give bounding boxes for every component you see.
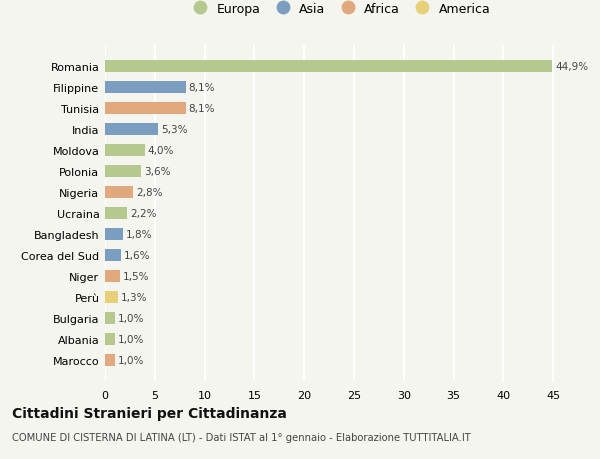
Bar xyxy=(105,354,115,366)
Text: 44,9%: 44,9% xyxy=(555,62,588,72)
Bar xyxy=(105,207,127,219)
Text: 8,1%: 8,1% xyxy=(188,104,215,114)
Text: 8,1%: 8,1% xyxy=(188,83,215,93)
Text: 3,6%: 3,6% xyxy=(144,167,170,177)
Text: COMUNE DI CISTERNA DI LATINA (LT) - Dati ISTAT al 1° gennaio - Elaborazione TUTT: COMUNE DI CISTERNA DI LATINA (LT) - Dati… xyxy=(12,432,471,442)
Text: 1,8%: 1,8% xyxy=(126,230,152,239)
Bar xyxy=(105,229,123,240)
Legend: Europa, Asia, Africa, America: Europa, Asia, Africa, America xyxy=(185,0,493,18)
Text: 1,5%: 1,5% xyxy=(123,271,149,281)
Text: 4,0%: 4,0% xyxy=(148,146,174,156)
Text: 1,0%: 1,0% xyxy=(118,313,145,323)
Bar xyxy=(105,82,185,94)
Text: 1,3%: 1,3% xyxy=(121,292,148,302)
Bar xyxy=(105,61,552,73)
Text: 2,2%: 2,2% xyxy=(130,208,157,218)
Text: 5,3%: 5,3% xyxy=(161,125,187,134)
Bar xyxy=(105,250,121,261)
Bar xyxy=(105,270,120,282)
Bar xyxy=(105,313,115,324)
Bar xyxy=(105,145,145,157)
Bar xyxy=(105,333,115,345)
Text: Cittadini Stranieri per Cittadinanza: Cittadini Stranieri per Cittadinanza xyxy=(12,406,287,420)
Bar xyxy=(105,124,158,135)
Bar xyxy=(105,187,133,198)
Bar xyxy=(105,166,141,177)
Text: 1,0%: 1,0% xyxy=(118,334,145,344)
Bar xyxy=(105,103,185,114)
Text: 1,6%: 1,6% xyxy=(124,250,151,260)
Text: 2,8%: 2,8% xyxy=(136,188,163,197)
Text: 1,0%: 1,0% xyxy=(118,355,145,365)
Bar xyxy=(105,291,118,303)
